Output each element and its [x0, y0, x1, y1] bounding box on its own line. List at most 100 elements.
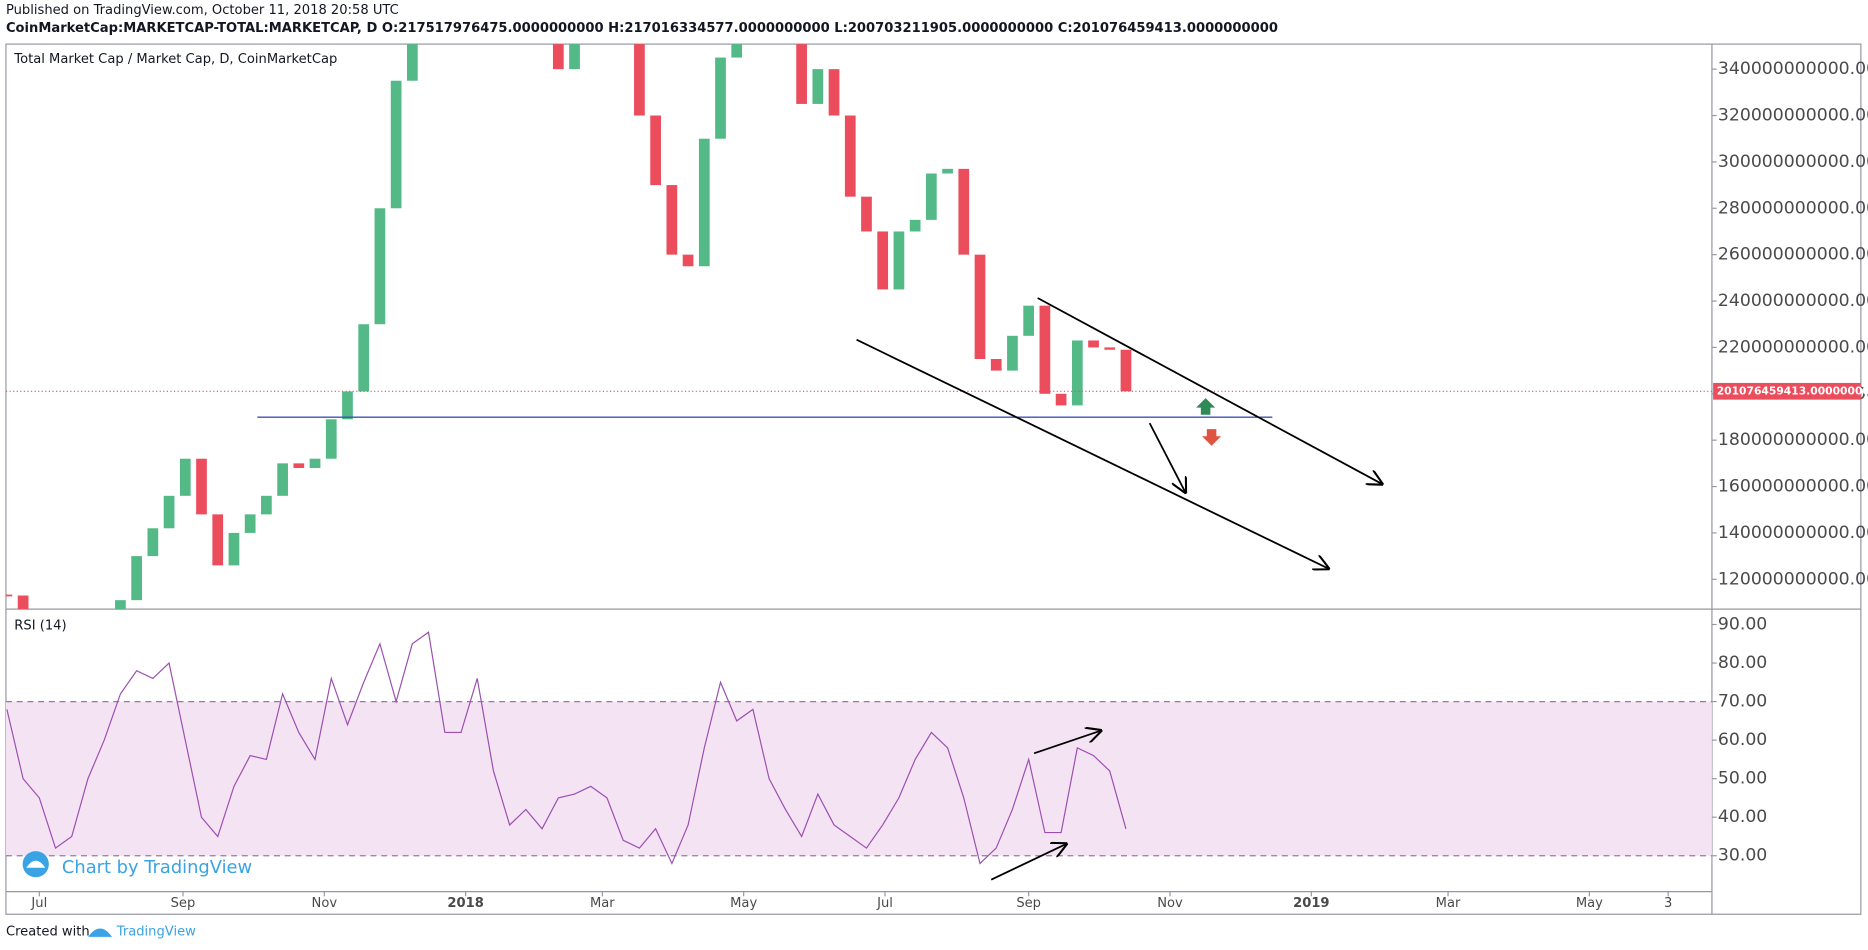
candle-body	[99, 612, 110, 619]
candle-body	[666, 185, 678, 255]
candle-body	[812, 69, 824, 104]
candle-body	[66, 626, 77, 631]
y-tick-label: 160000000000.00	[1718, 477, 1868, 497]
y-tick-label: 320000000000.00	[1718, 106, 1868, 126]
candle-body	[390, 80, 402, 209]
candle-body	[163, 495, 175, 529]
symbol-line: CoinMarketCap:MARKETCAP-TOTAL:MARKETCAP,…	[6, 21, 1278, 36]
rsi-arrow-lower	[990, 844, 1066, 881]
y-tick-label: 180000000000.00	[1718, 430, 1868, 450]
candle-body	[83, 619, 94, 626]
x-tick-label: Nov	[312, 896, 338, 911]
up-arrow-icon	[1196, 398, 1216, 415]
down-arrow-icon	[1202, 429, 1222, 446]
candle-body	[844, 115, 856, 197]
candle-body	[325, 419, 337, 459]
y-tick-label: 60.00	[1718, 730, 1767, 750]
candle-body	[1104, 347, 1116, 350]
candle-body	[715, 57, 726, 139]
channel-upper	[1037, 297, 1382, 484]
x-tick-label: May	[730, 896, 757, 911]
frame	[5, 43, 1862, 915]
x-tick-label: May	[1576, 896, 1603, 911]
footer-brand: TradingView	[116, 925, 196, 940]
y-tick-label: 90.00	[1718, 615, 1767, 635]
x-tick-label: Jul	[30, 896, 47, 911]
x-tick-label: Jul	[876, 896, 893, 911]
candle-body	[358, 324, 370, 392]
candle-body	[228, 532, 240, 566]
y-tick-label: 40.00	[1718, 807, 1767, 827]
candle-body	[990, 359, 1002, 371]
y-tick-label: 260000000000.00	[1718, 245, 1868, 265]
candle-body	[1071, 340, 1083, 406]
footer-logo	[88, 928, 112, 937]
candle-body	[374, 208, 386, 325]
candle-body	[650, 115, 661, 186]
candle-body	[877, 231, 889, 290]
y-tick-label: 120000000000.00	[1718, 569, 1868, 589]
footer-created: Created with	[6, 925, 90, 940]
candle-body	[634, 44, 645, 116]
y-tick-label: 280000000000.00	[1718, 198, 1868, 218]
published-text: Published on TradingView.com, October 11…	[6, 3, 399, 18]
candle-body	[925, 173, 937, 220]
candle-body	[552, 44, 564, 70]
x-tick-label: Sep	[1016, 896, 1041, 911]
candle-body	[1120, 349, 1132, 392]
rsi-pane	[5, 631, 1712, 865]
rsi-line	[6, 631, 1127, 865]
x-tick-label: 2019	[1293, 896, 1329, 911]
candle-body	[569, 44, 580, 70]
drawings	[257, 297, 1382, 881]
pane-title: RSI (14)	[14, 618, 66, 633]
candle-body	[537, 0, 548, 23]
x-tick-label: Mar	[590, 896, 615, 911]
candle-body	[731, 44, 743, 58]
arrow-down	[1148, 422, 1186, 492]
y-tick-label: 140000000000.00	[1718, 523, 1868, 543]
candle-body	[1088, 340, 1099, 348]
watermark-logo-cloud	[26, 860, 46, 868]
price-pane	[5, 0, 1712, 631]
candle-body	[244, 514, 256, 533]
y-tick-label: 50.00	[1718, 769, 1767, 789]
candle-body	[618, 0, 629, 23]
x-tick-label: Mar	[1436, 896, 1461, 911]
axes: Total Market Cap / Market Cap, D, CoinMa…	[13, 52, 1868, 911]
x-tick-label: Nov	[1157, 896, 1183, 911]
candle-body	[828, 69, 840, 116]
candle-body	[861, 196, 872, 232]
candle-body	[698, 138, 710, 267]
candle-body	[147, 528, 159, 557]
candle-body	[974, 254, 986, 360]
y-tick-label: 240000000000.00	[1718, 291, 1868, 311]
candle-body	[942, 168, 953, 174]
candle-body	[406, 44, 418, 81]
channel-lower	[856, 338, 1329, 569]
candle-body	[115, 600, 126, 610]
x-tick-label: 3	[1664, 896, 1672, 911]
candle-body	[1055, 393, 1067, 406]
candle-body	[131, 556, 142, 601]
x-tick-label: 2018	[447, 896, 483, 911]
candle-body	[261, 495, 272, 515]
candle-body	[796, 44, 807, 104]
candle-body	[958, 168, 970, 255]
watermark-text: Chart by TradingView	[62, 857, 252, 878]
candle-body	[277, 463, 288, 496]
y-tick-label: 30.00	[1718, 846, 1767, 866]
candle-body	[682, 254, 694, 267]
candle-body	[293, 463, 305, 468]
rsi-arrow-upper	[1033, 731, 1101, 755]
watermark: Chart by TradingView	[22, 851, 252, 878]
y-tick-label: 220000000000.00	[1718, 337, 1868, 357]
candle-body	[893, 231, 905, 290]
candle-body	[1039, 305, 1051, 394]
pane-title: Total Market Cap / Market Cap, D, CoinMa…	[13, 52, 337, 67]
candle-body	[342, 391, 353, 420]
last-price-label: 201076459413.0000000000	[1717, 384, 1868, 397]
y-tick-label: 80.00	[1718, 653, 1767, 673]
